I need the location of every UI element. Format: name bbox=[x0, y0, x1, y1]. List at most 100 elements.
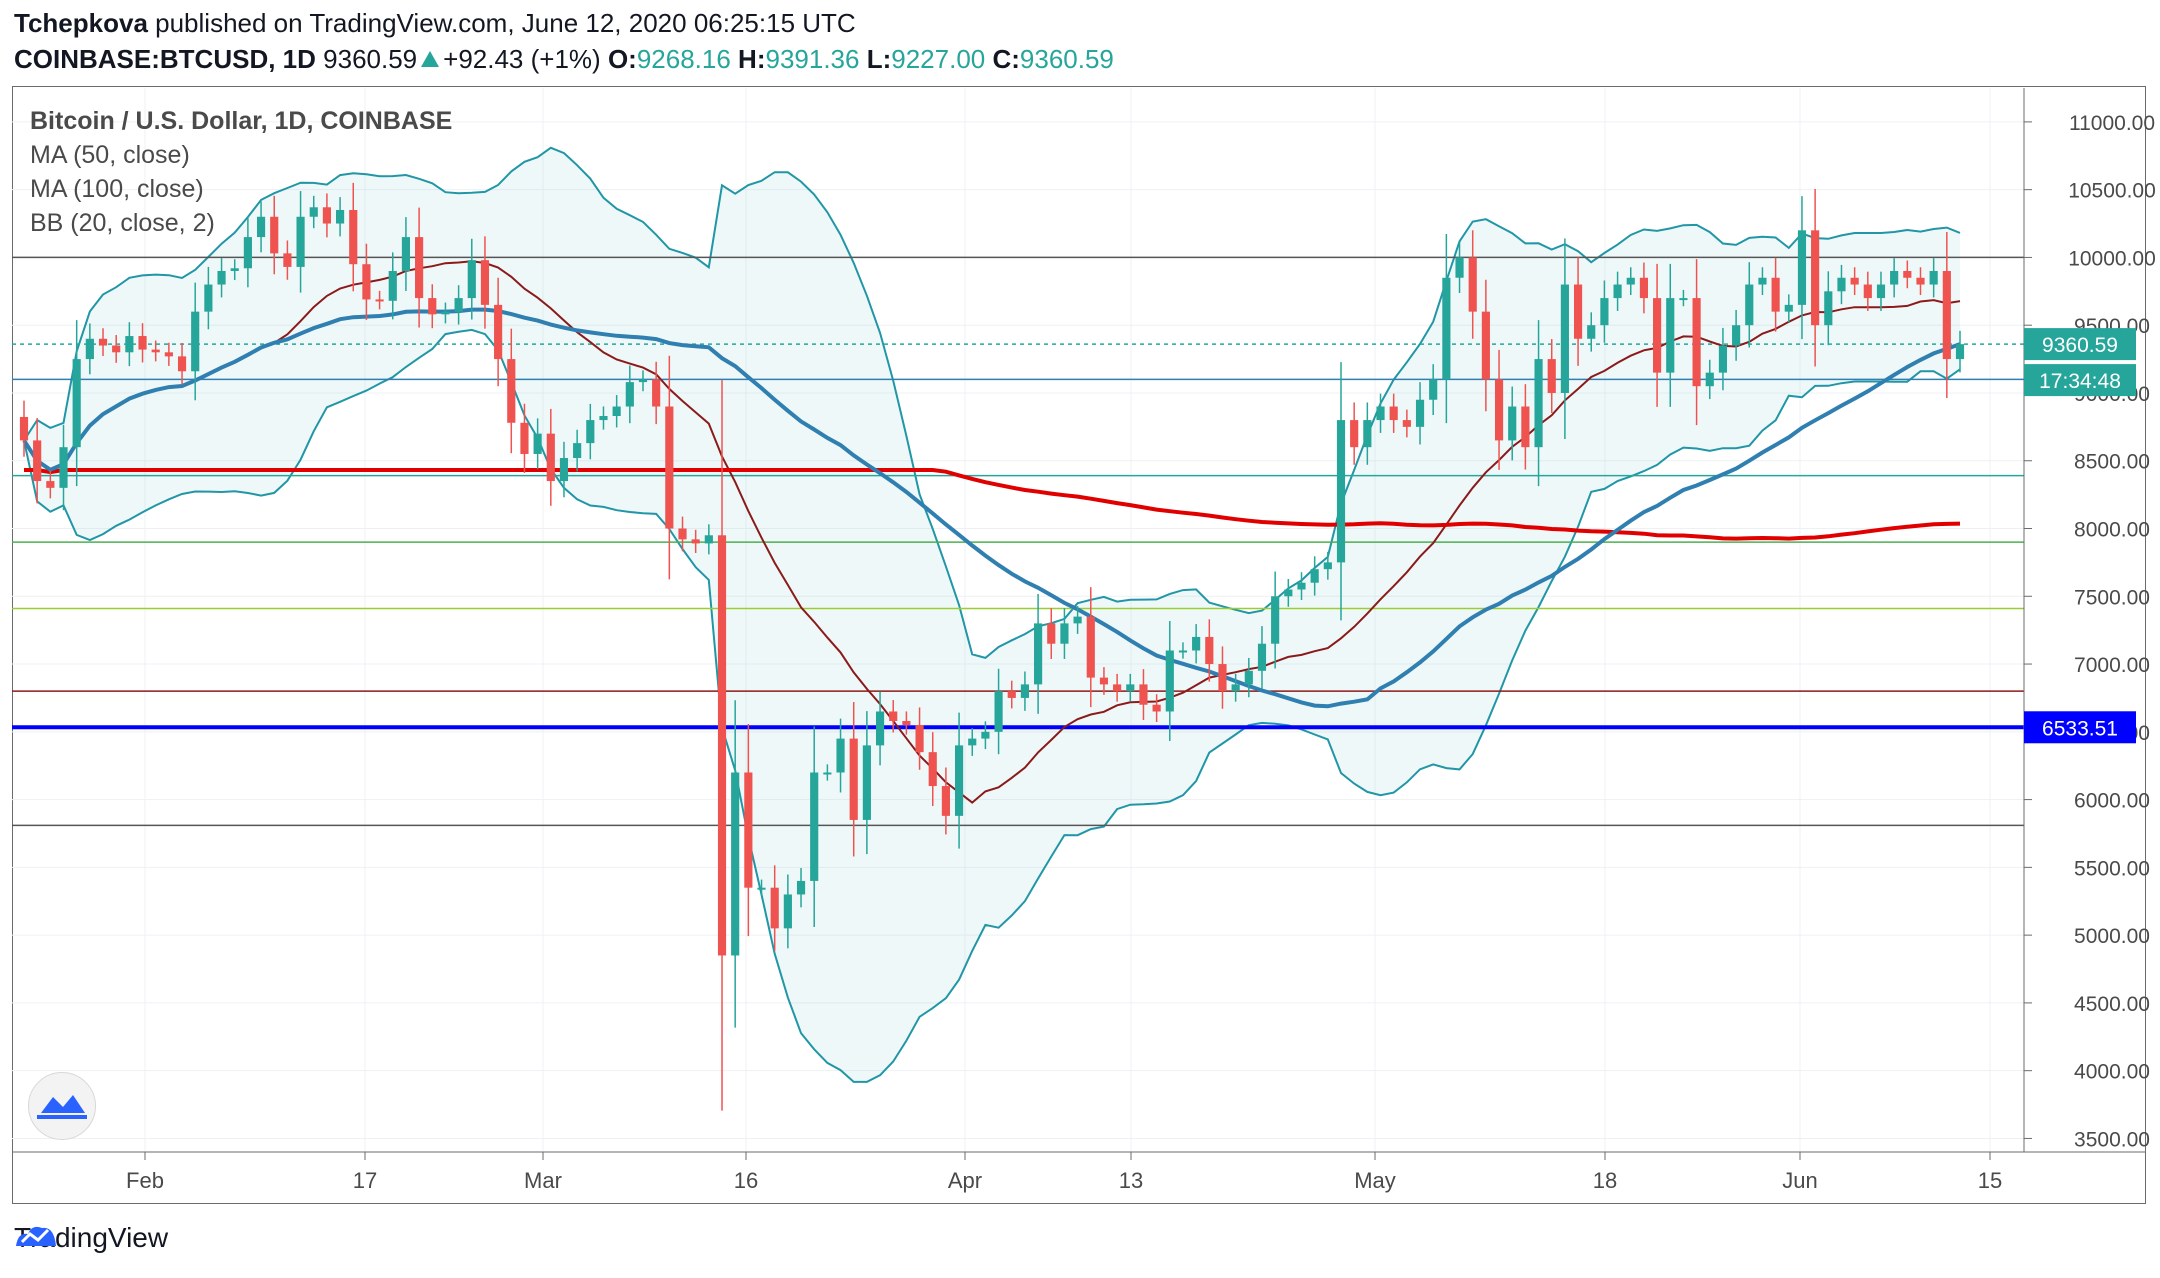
candle-body bbox=[1310, 569, 1319, 583]
candle-body bbox=[270, 216, 279, 254]
candle-body bbox=[1863, 284, 1872, 299]
candle-body bbox=[415, 237, 424, 299]
candle-body bbox=[151, 349, 160, 353]
candle-body bbox=[362, 264, 371, 300]
candle-body bbox=[1903, 270, 1912, 278]
candle-body bbox=[1573, 284, 1583, 339]
candles bbox=[19, 182, 1965, 1111]
candle-body bbox=[1758, 277, 1767, 285]
candle-body bbox=[612, 406, 621, 417]
candle-body bbox=[586, 420, 595, 444]
candle-body bbox=[388, 270, 397, 301]
time-tick-label: Jun bbox=[1782, 1168, 1817, 1193]
legend-bb[interactable]: BB (20, close, 2) bbox=[30, 209, 215, 237]
candle-body bbox=[164, 352, 173, 357]
candle-body bbox=[1389, 406, 1398, 421]
candle-body bbox=[665, 406, 674, 529]
time-tick-label: 15 bbox=[1978, 1168, 2002, 1193]
price-tick-label: 5000.00 bbox=[2074, 925, 2150, 948]
candle-body bbox=[994, 691, 1003, 732]
candle-body bbox=[1784, 304, 1793, 312]
candle-body bbox=[1705, 372, 1714, 387]
candle-body bbox=[1257, 643, 1267, 671]
tradingview-badge[interactable] bbox=[28, 1072, 96, 1140]
price-tick-label: 3500.00 bbox=[2074, 1128, 2150, 1151]
candle-body bbox=[177, 356, 187, 372]
candle-body bbox=[1560, 284, 1569, 393]
time-tick-label: May bbox=[1354, 1168, 1396, 1193]
candle-body bbox=[836, 738, 845, 773]
legend-title: Bitcoin / U.S. Dollar, 1D, COINBASE bbox=[30, 107, 453, 135]
level-price-tag: 6533.51 bbox=[2042, 717, 2118, 740]
publish-line: Tchepkova published on TradingView.com, … bbox=[14, 8, 856, 39]
candle-body bbox=[1178, 650, 1188, 653]
candle-body bbox=[1653, 298, 1662, 373]
candle-body bbox=[1297, 582, 1306, 590]
price-tick-label: 8000.00 bbox=[2074, 519, 2150, 542]
candle-body bbox=[1047, 623, 1056, 644]
candle-body bbox=[1508, 406, 1517, 441]
candle-body bbox=[902, 720, 911, 726]
candle-body bbox=[243, 237, 252, 269]
candle-body bbox=[1876, 284, 1886, 299]
price-tick-label: 4000.00 bbox=[2074, 1061, 2150, 1084]
candle-body bbox=[1679, 298, 1688, 301]
price-tick-label: 7000.00 bbox=[2074, 654, 2150, 677]
candle-body bbox=[1192, 636, 1201, 651]
candle-body bbox=[85, 338, 94, 360]
candle-body bbox=[1745, 284, 1754, 326]
candle-body bbox=[1942, 270, 1951, 360]
legend-ma50[interactable]: MA (50, close) bbox=[30, 141, 190, 169]
candle-body bbox=[1034, 623, 1043, 685]
candle-body bbox=[1732, 325, 1741, 346]
low-label: L: bbox=[866, 44, 892, 74]
candle-body bbox=[1350, 420, 1359, 448]
candle-body bbox=[1455, 257, 1464, 278]
candle-body bbox=[862, 745, 871, 820]
candle-body bbox=[1099, 677, 1109, 685]
bb-upper-line bbox=[23, 146, 1961, 660]
publish-info: published on TradingView.com, June 12, 2… bbox=[155, 8, 856, 38]
candle-body bbox=[520, 422, 529, 454]
candle-body bbox=[559, 458, 569, 482]
candle-body bbox=[125, 336, 134, 353]
candle-body bbox=[1837, 277, 1846, 292]
tradingview-footer-icon bbox=[16, 1226, 56, 1246]
candle-body bbox=[875, 711, 885, 746]
candle-body bbox=[1929, 270, 1938, 285]
candle-body bbox=[401, 237, 411, 271]
candle-body bbox=[1587, 325, 1596, 339]
candle-body bbox=[72, 359, 81, 448]
candle-body bbox=[59, 447, 68, 488]
footer-brand[interactable]: TradingView bbox=[14, 1222, 168, 1254]
candle-body bbox=[1692, 298, 1701, 387]
candle-body bbox=[1402, 420, 1411, 427]
candle-body bbox=[204, 284, 213, 312]
candle-body bbox=[1205, 636, 1214, 665]
candle-body bbox=[954, 745, 964, 816]
candle-body bbox=[1494, 379, 1504, 441]
candle-body bbox=[33, 440, 42, 482]
candle-body bbox=[678, 528, 687, 540]
candle-body bbox=[1666, 298, 1675, 373]
price-tick-label: 5500.00 bbox=[2074, 857, 2150, 880]
high-value: 9391.36 bbox=[765, 44, 860, 74]
candle-body bbox=[1771, 277, 1780, 312]
candle-body bbox=[1126, 684, 1135, 692]
candle-body bbox=[480, 260, 490, 305]
ma100-line bbox=[24, 468, 1961, 541]
level-price-tag-bg bbox=[2024, 711, 2136, 744]
candle-body bbox=[652, 379, 661, 407]
candle-body bbox=[1639, 277, 1649, 299]
candle-body bbox=[1284, 589, 1293, 597]
countdown-tag: 17:34:48 bbox=[2039, 370, 2121, 393]
legend-ma100[interactable]: MA (100, close) bbox=[30, 175, 204, 203]
close-label: C: bbox=[992, 44, 1020, 74]
candle-body bbox=[1139, 684, 1148, 705]
candle-body bbox=[533, 433, 542, 454]
candle-body bbox=[467, 260, 476, 299]
candle-body bbox=[770, 887, 779, 929]
close-value: 9360.59 bbox=[1019, 44, 1114, 74]
time-tick-label: 13 bbox=[1119, 1168, 1143, 1193]
